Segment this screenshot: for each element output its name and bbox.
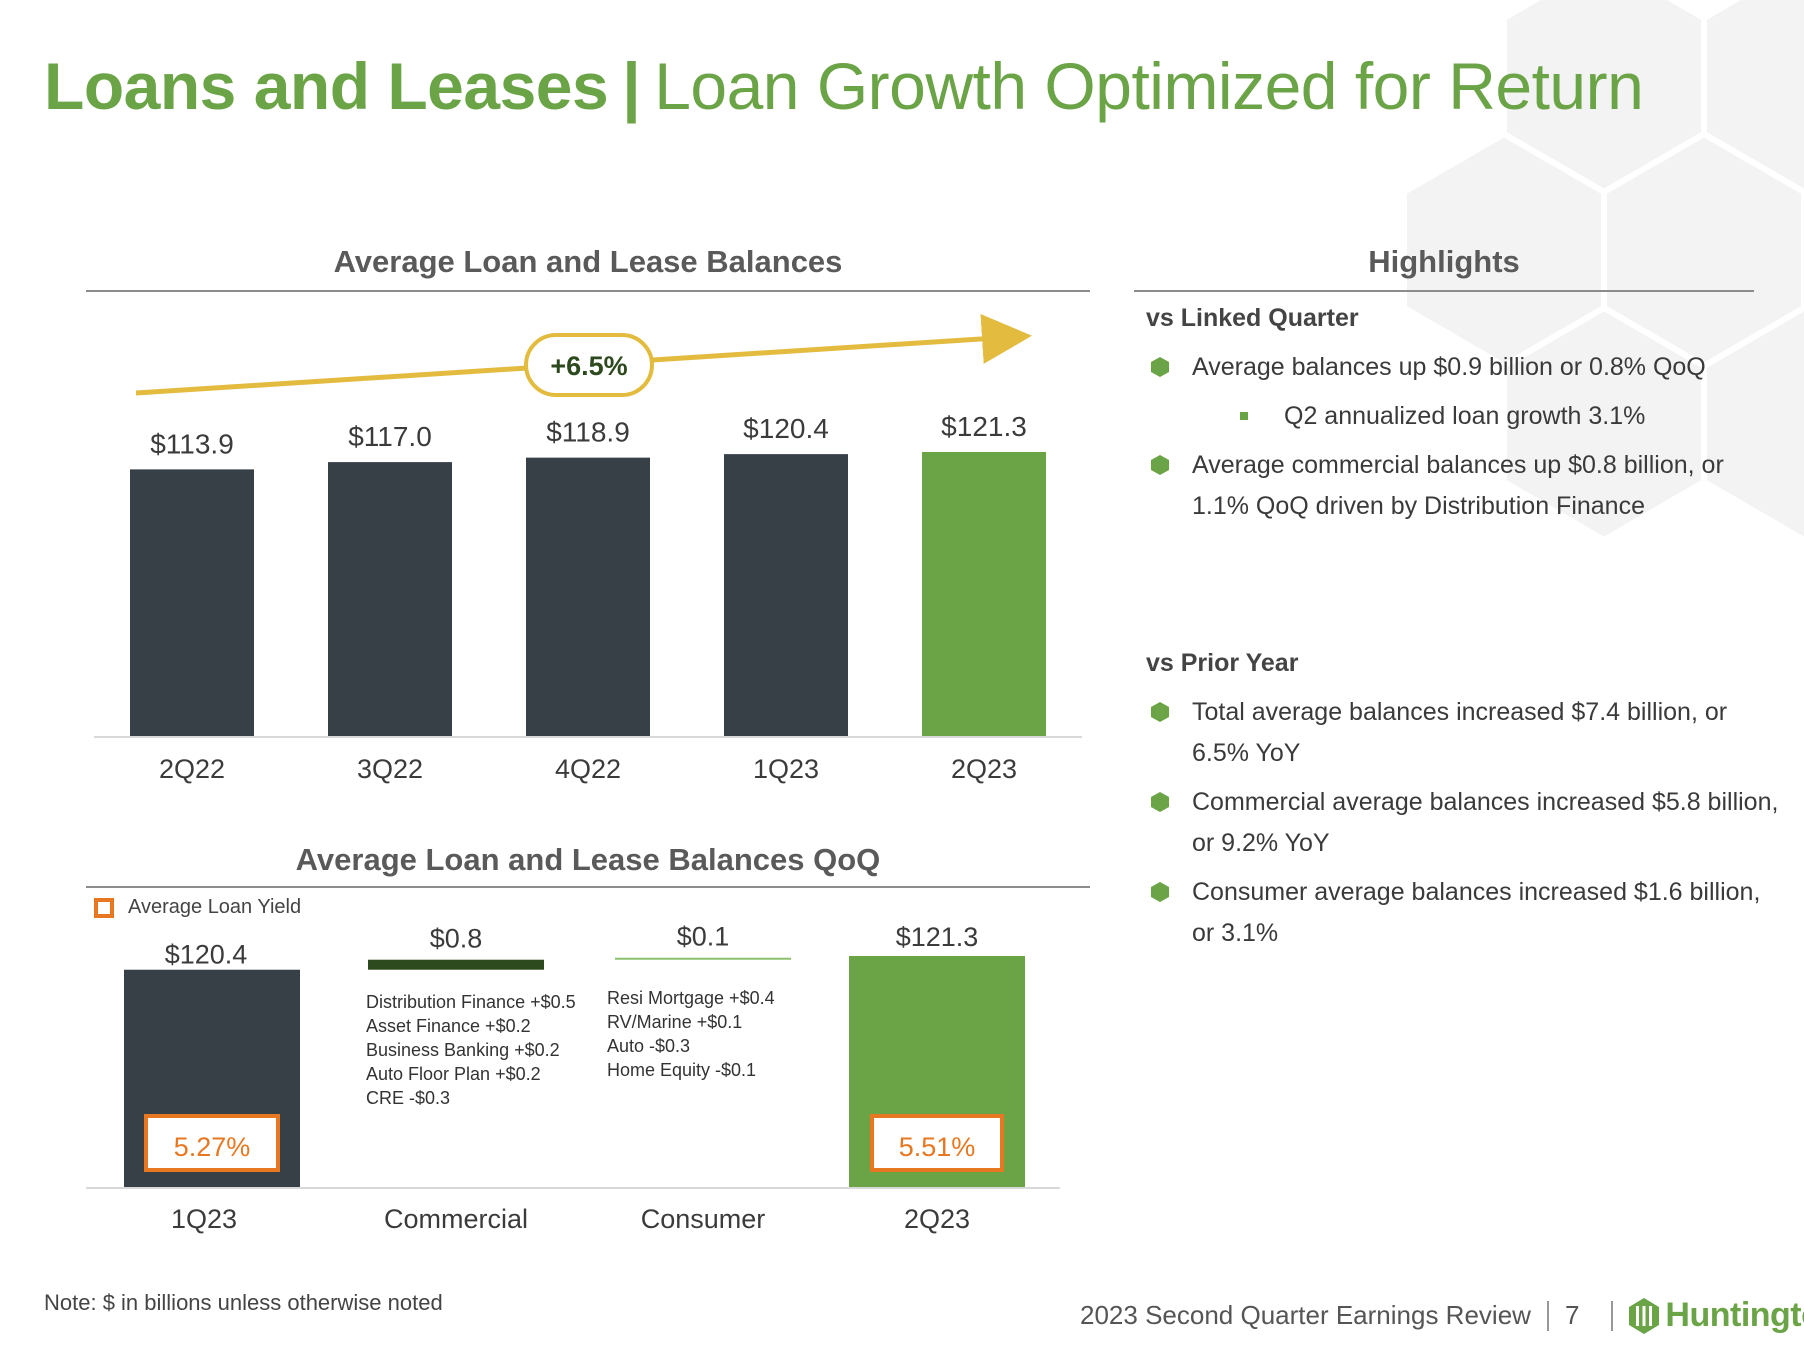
highlight-subitem: Q2 annualized loan growth 3.1%	[1146, 396, 1786, 437]
highlights-title-rule	[1134, 290, 1754, 292]
highlight-text: Commercial average balances increased $5…	[1192, 788, 1779, 857]
chart1-title-rule	[86, 290, 1090, 292]
footer-divider	[1611, 1300, 1614, 1331]
legend-orange-square-icon	[94, 897, 114, 918]
growth-badge-label: +6.5%	[550, 351, 627, 381]
consumer-detail-line: Auto -$0.3	[607, 1036, 691, 1056]
chart1-title: Average Loan and Lease Balances	[333, 244, 843, 279]
hexagon-bullet-icon	[1151, 792, 1169, 812]
bar-2q23	[922, 452, 1046, 737]
page-title: Loans and Leases | Loan Growth Optimized f…	[44, 48, 1644, 124]
x-tick-label: Consumer	[641, 1204, 766, 1234]
bar-commercial	[368, 959, 544, 970]
highlight-item: Commercial average balances increased $5…	[1146, 782, 1786, 864]
brand-logo: Huntington	[1629, 1296, 1804, 1335]
consumer-details: Resi Mortgage +$0.4 RV/Marine +$0.1 Auto…	[607, 986, 775, 1082]
bar-value-label: $121.3	[941, 411, 1027, 442]
legend-label: Average Loan Yield	[128, 896, 302, 918]
commercial-detail-line: Business Banking +$0.2	[366, 1040, 560, 1060]
growth-badge-pill	[524, 333, 654, 397]
hexagon-bullet-icon	[1151, 455, 1169, 475]
yield-box-1q23-frame	[144, 1114, 280, 1172]
highlight-item: Total average balances increased $7.4 bi…	[1146, 692, 1786, 774]
yield-value-2q23: 5.51%	[899, 1132, 976, 1162]
x-tick-label: 3Q22	[357, 754, 423, 784]
commercial-details: Distribution Finance +$0.5 Asset Finance…	[366, 990, 576, 1110]
prior-year-title: vs Prior Year	[1146, 649, 1299, 677]
highlight-item: Consumer average balances increased $1.6…	[1146, 872, 1786, 954]
brand-name: Huntington	[1665, 1296, 1804, 1334]
footnote: Note: $ in billions unless otherwise not…	[44, 1290, 443, 1315]
yield-value-1q23: 5.27%	[174, 1132, 251, 1162]
highlight-item: Average balances up $0.9 billion or 0.8%…	[1146, 347, 1786, 388]
x-tick-label: Commercial	[384, 1204, 528, 1234]
bar-value-label: $113.9	[150, 428, 234, 459]
hexagon-bullet-icon	[1151, 882, 1169, 902]
bar-value-label: $120.4	[743, 413, 829, 444]
commercial-detail-line: Distribution Finance +$0.5	[366, 992, 576, 1012]
qoq-waterfall-chart: $120.4 1Q23 $0.8 Commercial $0.1 Consumer $121…	[86, 922, 1060, 1234]
highlight-text: Total average balances increased $7.4 bi…	[1192, 698, 1728, 767]
bar-2q22	[130, 469, 254, 737]
commercial-detail-line: Auto Floor Plan +$0.2	[366, 1064, 541, 1084]
bar-3q22	[328, 462, 452, 737]
average-balances-chart: $113.9 2Q22 $117.0 3Q22 $118.9 4Q22 $120.4 1Q23…	[94, 313, 1082, 784]
consumer-detail-line: Resi Mortgage +$0.4	[607, 988, 775, 1008]
highlight-text: Average balances up $0.9 billion or 0.8%…	[1192, 353, 1706, 381]
x-tick-label: 2Q23	[951, 754, 1017, 784]
hexagon-bullet-icon	[1151, 702, 1169, 722]
yield-box-1q23: 5.27%	[144, 1114, 280, 1172]
highlight-text: Average commercial balances up $0.8 bill…	[1192, 451, 1724, 520]
highlight-item: Average commercial balances up $0.8 bill…	[1146, 445, 1786, 527]
bar-value-label: $120.4	[165, 940, 248, 970]
bar-4q22	[526, 457, 650, 737]
bar-value-label: $0.8	[430, 924, 483, 954]
yield-box-2q23-frame	[870, 1114, 1004, 1172]
bar-value-label: $121.3	[896, 922, 979, 952]
highlights-panel: vs Linked Quarter Average balances up $0…	[1146, 304, 1786, 962]
growth-badge: +6.5%	[524, 333, 654, 397]
consumer-detail-line: RV/Marine +$0.1	[607, 1012, 743, 1032]
page-number: 7	[1564, 1300, 1580, 1330]
bar-value-label: $117.0	[348, 421, 432, 452]
x-tick-label: 1Q23	[753, 754, 819, 784]
footer: 2023 Second Quarter Earnings Review 7 Hu…	[1080, 1296, 1804, 1335]
x-tick-label: 2Q22	[159, 754, 225, 784]
hexagon-bullet-icon	[1151, 357, 1169, 377]
footer-report-name: 2023 Second Quarter Earnings Review	[1080, 1300, 1531, 1330]
x-tick-label: 1Q23	[171, 1204, 237, 1234]
title-separator: |	[622, 49, 641, 123]
bar-consumer	[615, 957, 791, 960]
title-bold: Loans and Leases	[44, 49, 609, 123]
yield-box-2q23: 5.51%	[870, 1114, 1004, 1172]
commercial-detail-line: Asset Finance +$0.2	[366, 1016, 531, 1036]
consumer-detail-line: Home Equity -$0.1	[607, 1060, 757, 1080]
bar-value-label: $0.1	[677, 922, 730, 952]
bar-1q23	[724, 454, 848, 737]
square-bullet-icon	[1240, 412, 1248, 420]
yield-legend: Average Loan Yield	[94, 896, 301, 919]
highlights-title: Highlights	[1368, 244, 1520, 279]
huntington-logo-icon	[1629, 1297, 1660, 1334]
chart2-title: Average Loan and Lease Balances QoQ	[295, 842, 881, 877]
x-tick-label: 4Q22	[555, 754, 621, 784]
chart2-title-rule	[86, 886, 1090, 888]
bar-value-label: $118.9	[546, 417, 630, 448]
highlight-text: Consumer average balances increased $1.6…	[1192, 878, 1761, 947]
x-tick-label: 2Q23	[904, 1204, 970, 1234]
commercial-detail-line: CRE -$0.3	[366, 1088, 451, 1108]
title-light: Loan Growth Optimized for Return	[654, 49, 1644, 123]
footer-divider	[1546, 1300, 1549, 1331]
linked-quarter-title: vs Linked Quarter	[1146, 304, 1359, 332]
highlight-subtext: Q2 annualized loan growth 3.1%	[1284, 402, 1646, 430]
